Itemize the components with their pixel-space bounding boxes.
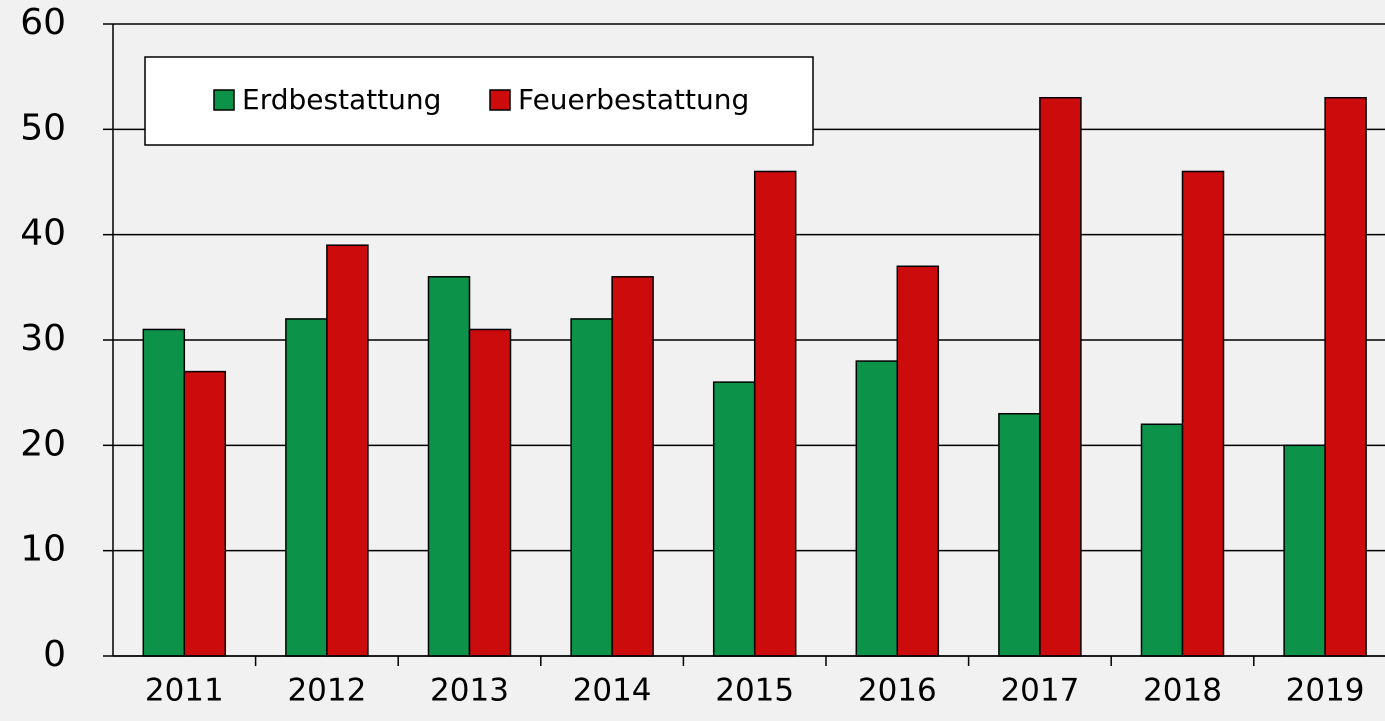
bar [183,370,227,657]
x-tick-label: 2019 [1286,673,1365,709]
bar [570,318,613,657]
legend-swatch [213,89,235,111]
y-tick-label: 20 [20,423,66,464]
y-tick-label: 0 [43,634,66,675]
bar [753,170,797,657]
x-tick-label: 2016 [858,673,937,709]
legend-label: Erdbestattung [242,83,441,116]
bar [1181,170,1225,657]
legend-label: Feuerbestattung [518,83,749,116]
legend-box [144,56,814,146]
x-tick-label: 2013 [430,673,509,709]
x-tick-label: 2018 [1143,673,1222,709]
bar [712,381,756,657]
x-tick-label: 2015 [715,673,794,709]
bar [1324,96,1367,657]
bar [896,265,940,657]
y-tick-label: 50 [20,107,66,148]
bar [427,276,471,657]
y-tick-label: 40 [20,213,66,254]
bar [998,412,1041,657]
bar [285,318,328,657]
bar [1039,96,1082,657]
y-tick-label: 60 [20,2,66,43]
x-tick-label: 2017 [1000,673,1079,709]
axes: 0 10 20 30 40 50 60 2011 2012 2013 2014 2015 2016 201… [20,2,1385,709]
bar [611,276,654,657]
legend-swatch [489,89,511,111]
bar [855,360,899,657]
bar [326,244,369,657]
x-tick-label: 2011 [145,673,224,709]
bar [1283,444,1326,657]
bar [468,328,512,657]
legend: Erdbestattung Feuerbestattung [144,56,814,146]
bar [142,328,186,657]
bar [1140,423,1184,657]
y-tick-label: 30 [20,318,66,359]
y-tick-label: 10 [20,529,66,570]
x-tick-label: 2012 [287,673,366,709]
x-tick-label: 2014 [573,673,652,709]
